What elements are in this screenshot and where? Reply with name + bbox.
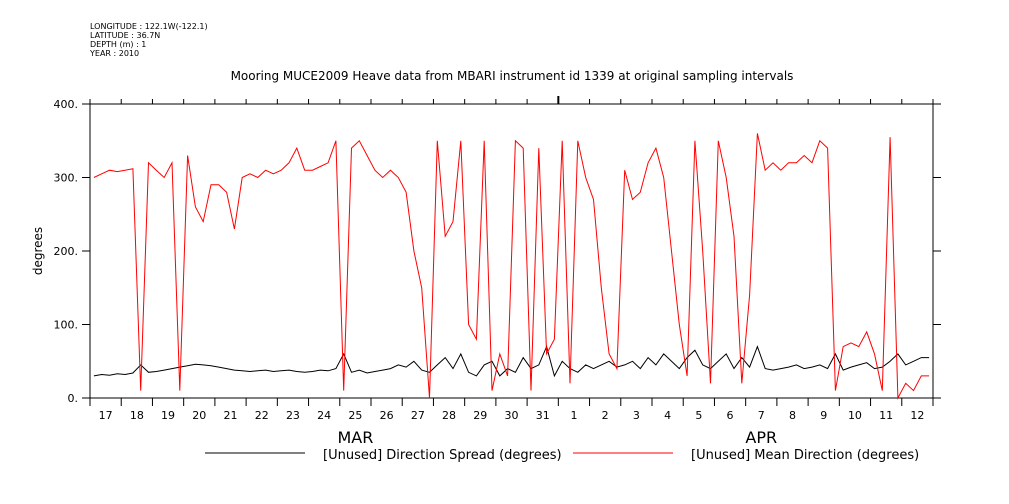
- x-tick-label: 18: [130, 409, 144, 422]
- y-tick-label: 0.: [68, 392, 79, 405]
- x-tick-label: 27: [411, 409, 425, 422]
- x-tick-label: 20: [192, 409, 206, 422]
- x-tick-label: 29: [473, 409, 487, 422]
- meta-latitude: LATITUDE : 36.7N: [90, 31, 161, 40]
- x-tick-label: 11: [879, 409, 893, 422]
- x-tick-label: 22: [255, 409, 269, 422]
- y-tick-label: 400.: [54, 98, 79, 111]
- meta-depth: DEPTH (m) : 1: [90, 40, 147, 49]
- x-tick-label: 4: [664, 409, 671, 422]
- y-axis-label: degrees: [31, 227, 45, 275]
- x-tick-label: 6: [727, 409, 734, 422]
- month-label: APR: [745, 428, 777, 447]
- chart-title: Mooring MUCE2009 Heave data from MBARI i…: [231, 69, 794, 83]
- legend-label-0: [Unused] Direction Spread (degrees): [323, 448, 562, 463]
- x-tick-label: 1: [570, 409, 577, 422]
- y-tick-label: 100.: [54, 319, 79, 332]
- x-tick-label: 2: [602, 409, 609, 422]
- y-tick-label: 300.: [54, 172, 79, 185]
- x-tick-label: 26: [380, 409, 394, 422]
- meta-longitude: LONGITUDE : 122.1W(-122.1): [90, 22, 208, 31]
- x-tick-label: 7: [758, 409, 765, 422]
- series-line-0: [93, 345, 930, 378]
- x-tick-label: 28: [442, 409, 456, 422]
- x-tick-label: 23: [286, 409, 300, 422]
- x-tick-label: 17: [99, 409, 113, 422]
- x-tick-label: 10: [848, 409, 862, 422]
- meta-info: LONGITUDE : 122.1W(-122.1) LATITUDE : 36…: [90, 22, 208, 58]
- x-tick-label: 24: [317, 409, 331, 422]
- x-tick-label: 9: [820, 409, 827, 422]
- x-tick-label: 19: [161, 409, 175, 422]
- x-tick-label: 25: [348, 409, 362, 422]
- x-tick-label: 30: [505, 409, 519, 422]
- y-tick-label: 200.: [54, 245, 79, 258]
- x-tick-label: 31: [536, 409, 550, 422]
- series-line-1: [93, 133, 930, 400]
- x-tick-label: 8: [789, 409, 796, 422]
- x-tick-label: 12: [910, 409, 924, 422]
- x-tick-label: 21: [224, 409, 238, 422]
- x-tick-label: 3: [633, 409, 640, 422]
- month-label: MAR: [337, 428, 373, 447]
- legend-label-1: [Unused] Mean Direction (degrees): [691, 448, 919, 463]
- x-tick-label: 5: [695, 409, 702, 422]
- meta-year: YEAR : 2010: [90, 49, 140, 58]
